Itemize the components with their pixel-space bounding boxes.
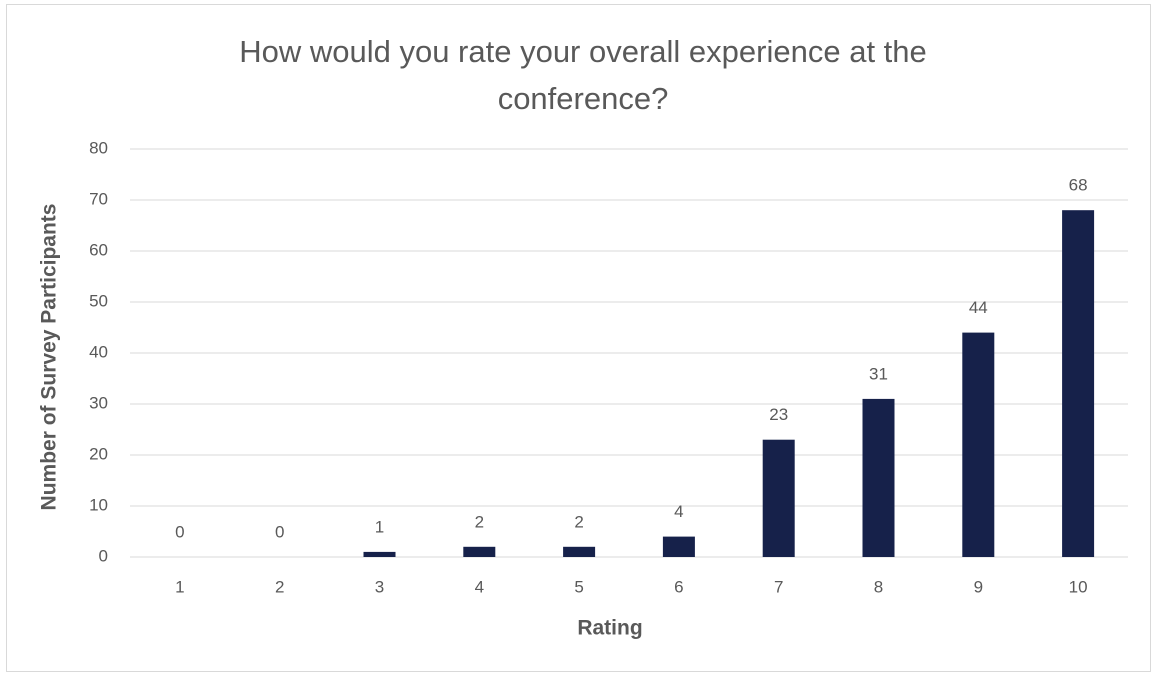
x-tick-label: 1 <box>175 577 184 596</box>
x-tick-label: 5 <box>574 577 583 596</box>
bar <box>463 546 496 557</box>
y-tick-label: 50 <box>89 291 108 310</box>
x-tick-label: 4 <box>475 577 484 596</box>
x-tick-label: 8 <box>874 577 883 596</box>
x-tick-label: 7 <box>774 577 783 596</box>
x-tick-label: 9 <box>974 577 983 596</box>
x-tick-label: 6 <box>674 577 683 596</box>
bar <box>962 332 995 557</box>
x-tick-label: 10 <box>1069 577 1088 596</box>
data-label: 1 <box>375 517 384 536</box>
x-tick-label: 3 <box>375 577 384 596</box>
data-label: 2 <box>574 512 583 531</box>
data-label: 0 <box>175 522 184 541</box>
y-tick-label: 0 <box>99 546 108 565</box>
data-label: 68 <box>1069 176 1088 195</box>
bar <box>363 551 396 557</box>
chart-border <box>6 4 1151 672</box>
y-tick-label: 20 <box>89 444 108 463</box>
x-axis-title: Rating <box>577 617 642 640</box>
y-tick-label: 30 <box>89 393 108 412</box>
y-tick-label: 10 <box>89 495 108 514</box>
data-label: 44 <box>969 298 988 317</box>
y-tick-label: 80 <box>89 138 108 157</box>
bar <box>862 398 895 557</box>
bar <box>762 439 795 557</box>
chart-title: How would you rate your overall experien… <box>239 34 927 116</box>
x-tick-label: 2 <box>275 577 284 596</box>
bar <box>662 536 695 557</box>
data-label: 0 <box>275 522 284 541</box>
bar <box>563 546 596 557</box>
y-tick-label: 40 <box>89 342 108 361</box>
y-tick-label: 60 <box>89 240 108 259</box>
data-label: 2 <box>475 512 484 531</box>
bar <box>1062 210 1095 557</box>
data-label: 31 <box>869 364 888 383</box>
data-label: 4 <box>674 502 683 521</box>
y-tick-label: 70 <box>89 189 108 208</box>
y-axis-title: Number of Survey Participants <box>38 204 61 511</box>
data-label: 23 <box>769 405 788 424</box>
